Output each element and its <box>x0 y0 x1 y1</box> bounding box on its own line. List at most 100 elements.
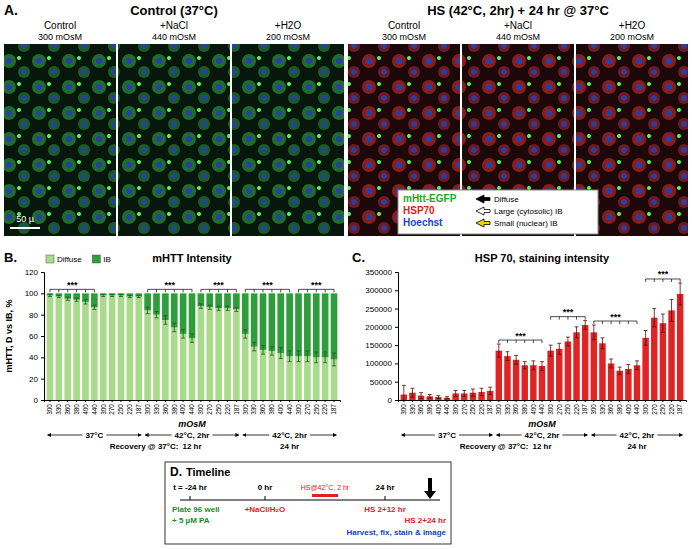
bar <box>304 293 311 356</box>
bar <box>144 310 151 400</box>
error-bar <box>155 311 159 317</box>
bar <box>599 343 605 400</box>
tick-label: 400 <box>82 404 89 415</box>
x-tick: 187 <box>676 400 683 415</box>
tick-label: 220 <box>224 404 231 415</box>
tick-label: 220 <box>668 404 675 415</box>
tick-label: 360 <box>64 404 71 415</box>
tick-mark <box>421 400 422 402</box>
error-bar <box>471 389 475 396</box>
bar <box>171 293 178 327</box>
tick-label: 330 <box>250 404 257 415</box>
tick-label: 360 <box>417 404 424 415</box>
significance: *** <box>165 280 176 290</box>
bar <box>242 293 249 334</box>
significance: *** <box>610 312 621 322</box>
panel-letter: B. <box>4 250 17 265</box>
group-title: HS (42°C, 2hr) + 24 hr @ 37°C <box>427 3 609 18</box>
y-axis: 020406080100120 <box>25 268 45 405</box>
bar <box>591 332 597 400</box>
y-tick: 0 <box>34 396 44 405</box>
error-bar <box>146 307 150 313</box>
x-tick: 270 <box>651 400 658 415</box>
tick-mark <box>156 400 157 402</box>
timeline-box <box>165 462 451 544</box>
error-bar <box>644 331 648 346</box>
error-bar <box>523 362 527 369</box>
y-tick: 80 <box>29 311 44 320</box>
error-bar <box>181 330 185 339</box>
y-axis: 0500001000001500002000002500003000003500… <box>365 268 398 405</box>
tick-mark <box>41 315 44 316</box>
x-tick: 300 <box>46 400 53 415</box>
tick-label: 40 <box>29 353 38 362</box>
tick-label: 220 <box>126 404 133 415</box>
x-tick: 220 <box>126 400 133 415</box>
timeline-note: + 5 µM PA <box>172 516 210 525</box>
tick-mark <box>412 400 413 402</box>
tick-mark <box>671 400 672 402</box>
recovery-time: 12 hr <box>532 442 551 451</box>
figure: A.Control (37°C)Control300 mOsM+NaCl440 … <box>0 0 692 549</box>
tick-mark <box>680 400 681 402</box>
image-osmolality: 440 mOsM <box>496 32 540 42</box>
tick-label: 220 <box>321 404 328 415</box>
error-bar <box>670 299 674 321</box>
image-label: Control <box>388 20 420 31</box>
timeline-tick <box>385 496 386 500</box>
tick-label: 330 <box>409 404 416 415</box>
bar <box>242 334 249 400</box>
group-label: 37°C <box>85 431 103 440</box>
bar <box>668 310 674 400</box>
tick-mark <box>236 400 237 402</box>
tick-mark <box>559 400 560 402</box>
x-tick: 400 <box>530 400 537 415</box>
bar <box>556 349 562 400</box>
scale-bar-label: 50 µ <box>16 214 34 224</box>
group-span <box>459 435 492 436</box>
x-axis-title: mOsM <box>528 419 556 429</box>
tick-label: 150000 <box>365 341 392 350</box>
x-tick: 380 <box>73 400 80 415</box>
group-span <box>48 435 83 436</box>
tick-label: 360 <box>512 404 519 415</box>
y-tick: 0 <box>388 396 398 405</box>
tick-mark <box>227 400 228 402</box>
significance: *** <box>515 331 526 341</box>
error-bar <box>243 330 247 339</box>
tick-mark <box>395 327 398 328</box>
bar <box>153 315 160 400</box>
axis-line <box>395 273 399 401</box>
y-tick: 120 <box>25 268 44 277</box>
bar <box>573 332 579 400</box>
x-tick: 300 <box>642 400 649 415</box>
group-span <box>243 435 269 436</box>
tick-label: 380 <box>426 404 433 415</box>
tick-mark <box>280 400 281 402</box>
tick-mark <box>447 400 448 402</box>
x-tick: 400 <box>179 400 186 415</box>
bar <box>286 293 293 356</box>
tick-mark <box>94 400 95 402</box>
tick-mark <box>138 400 139 402</box>
group-span <box>212 435 238 436</box>
bar <box>260 350 267 400</box>
error-bar <box>609 359 613 368</box>
tick-label: 400 <box>277 404 284 415</box>
x-tick: 187 <box>581 400 588 415</box>
group-span <box>562 435 587 436</box>
bar <box>331 293 338 359</box>
tick-label: 187 <box>486 404 493 415</box>
tick-label: 250 <box>313 404 320 415</box>
tick-label: 300 <box>100 404 107 415</box>
bar <box>64 299 71 400</box>
y-tick: 250000 <box>365 305 398 314</box>
x-tick: 360 <box>162 400 169 415</box>
x-tick: 187 <box>330 400 337 415</box>
error-bar <box>119 294 123 296</box>
heat-shock-bar <box>312 494 338 497</box>
bar <box>82 302 89 400</box>
legend-entry: IB <box>103 255 111 264</box>
tick-label: 300 <box>495 404 502 415</box>
arrow-icon <box>476 207 490 215</box>
